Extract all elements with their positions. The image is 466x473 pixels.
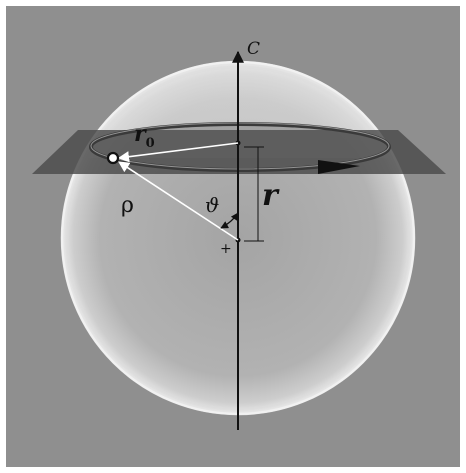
axis-label: C xyxy=(247,39,260,59)
r0-vector xyxy=(117,142,239,163)
ring-radius-subscript: 0 xyxy=(146,136,155,151)
ring-highlight xyxy=(90,122,390,170)
distance-label: ρ xyxy=(121,193,134,218)
ring-point xyxy=(106,151,120,165)
radius-label: r xyxy=(262,178,280,213)
angle-label: ϑ xyxy=(205,193,219,217)
rho-vector xyxy=(118,161,239,241)
ring-direction-arrow xyxy=(318,160,360,174)
center-mark: + xyxy=(220,241,232,257)
angle-arc xyxy=(220,212,239,229)
ring-radius-symbol: r xyxy=(134,121,147,147)
ring-radius-label: r0 xyxy=(134,121,155,151)
